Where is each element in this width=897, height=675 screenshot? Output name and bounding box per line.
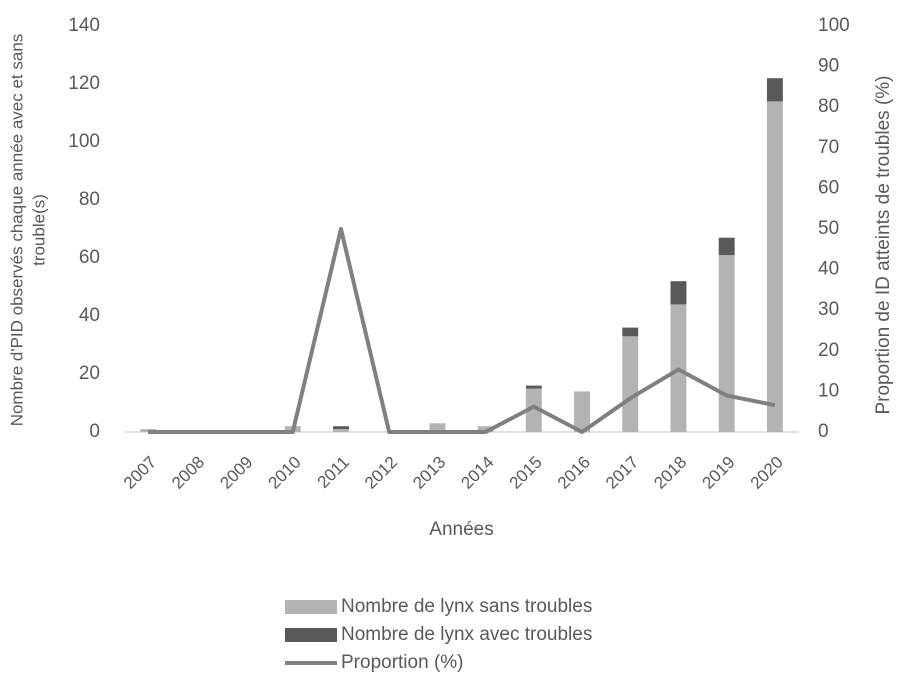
x-tick-label: 2012 (361, 453, 401, 493)
legend-swatch (285, 628, 337, 642)
bar (333, 426, 349, 430)
y2-tick-label: 50 (818, 218, 839, 239)
x-axis-title: Années (429, 519, 493, 540)
y-tick-label: 80 (79, 189, 100, 210)
y2-tick-label: 90 (818, 56, 839, 77)
legend-label: Proportion (%) (341, 652, 464, 673)
line (148, 227, 776, 434)
y2-tick-label: 0 (818, 421, 829, 442)
x-tick-label: 2017 (602, 453, 642, 493)
x-tick-label: 2010 (265, 453, 305, 493)
y-tick-label: 0 (89, 421, 100, 442)
x-tick-label: 2018 (650, 453, 690, 493)
bar (333, 429, 349, 432)
bar (718, 255, 735, 432)
y2-axis-title: Proportion de ID atteints de troubles (%… (873, 75, 894, 414)
legend-swatch (285, 600, 337, 614)
y2-tick-label: 100 (818, 15, 850, 36)
y-tick-label: 60 (79, 247, 100, 268)
y2-tick-label: 20 (818, 340, 839, 361)
y2-tick-label: 10 (818, 380, 839, 401)
x-tick-label: 2015 (506, 453, 546, 493)
bar (525, 388, 542, 432)
bar (622, 327, 639, 337)
legend-label: Nombre de lynx sans troubles (341, 596, 592, 617)
x-tick-label: 2008 (168, 453, 208, 493)
y-tick-label: 140 (68, 15, 100, 36)
bar (670, 281, 687, 305)
y2-tick-label: 60 (818, 177, 839, 198)
bar (574, 391, 590, 432)
x-tick-label: 2013 (409, 453, 449, 493)
y-tick-label: 100 (68, 131, 100, 152)
x-tick-label: 2019 (698, 453, 738, 493)
bar (429, 423, 446, 432)
bar (718, 237, 735, 256)
bar (525, 385, 542, 389)
x-tick-label: 2009 (216, 453, 256, 493)
y-tick-label: 40 (79, 305, 100, 326)
y2-tick-label: 70 (818, 137, 839, 158)
x-tick-label: 2016 (554, 453, 594, 493)
x-tick-label: 2011 (314, 453, 353, 492)
bar (622, 336, 639, 432)
y2-tick-label: 30 (818, 299, 839, 320)
x-tick-label: 2020 (747, 453, 787, 493)
y-axis-title: trouble(s) (29, 194, 48, 266)
y-tick-label: 120 (68, 73, 100, 94)
legend-label: Nombre de lynx avec troubles (341, 624, 592, 645)
bar (766, 78, 783, 102)
y-tick-label: 20 (79, 363, 100, 384)
bar (766, 101, 783, 433)
y2-tick-label: 40 (818, 259, 839, 280)
bar (477, 426, 494, 432)
x-tick-label: 2007 (120, 453, 160, 493)
y2-tick-label: 80 (818, 96, 839, 117)
x-tick-label: 2014 (457, 453, 497, 493)
y-axis-title: Nombre d'PID observés chaque année avec … (7, 34, 26, 427)
